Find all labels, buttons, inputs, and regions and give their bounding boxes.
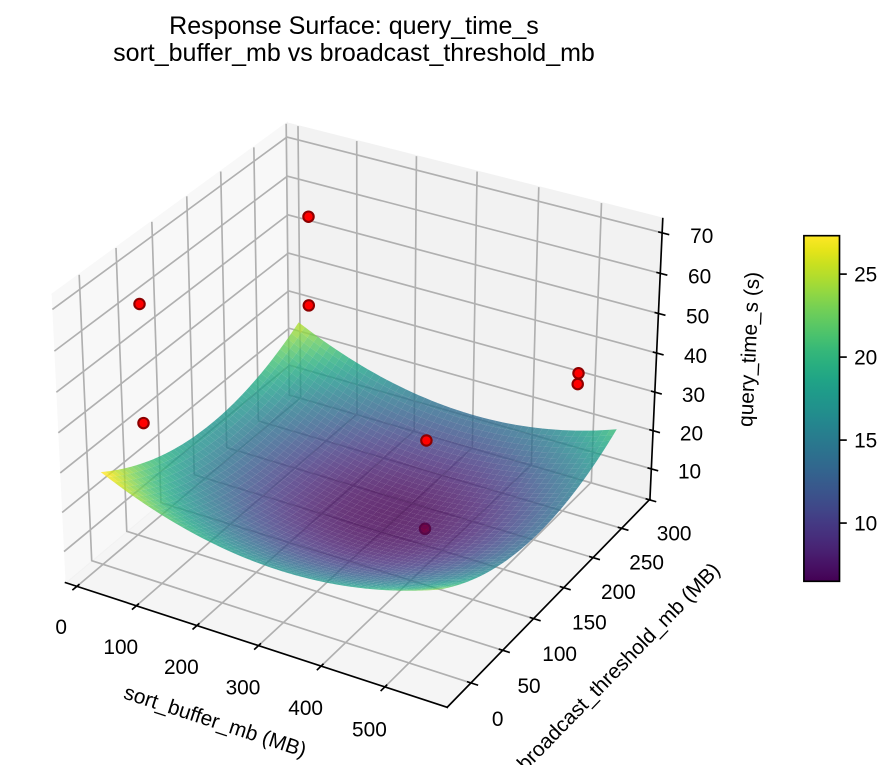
svg-text:150: 150 <box>572 612 607 635</box>
svg-text:400: 400 <box>288 697 323 720</box>
svg-text:Response Surface: query_time_s: Response Surface: query_time_s <box>169 12 539 40</box>
svg-text:60: 60 <box>688 265 711 288</box>
svg-text:20: 20 <box>680 423 703 446</box>
svg-text:0: 0 <box>55 616 67 639</box>
svg-text:200: 200 <box>164 656 199 679</box>
svg-text:300: 300 <box>657 523 692 546</box>
svg-text:70: 70 <box>690 225 713 248</box>
svg-text:50: 50 <box>686 305 709 328</box>
svg-text:300: 300 <box>226 676 261 699</box>
svg-text:15: 15 <box>854 430 877 453</box>
svg-text:500: 500 <box>352 718 387 741</box>
svg-text:100: 100 <box>103 636 138 659</box>
svg-text:20: 20 <box>854 347 877 370</box>
svg-text:10: 10 <box>854 513 877 536</box>
svg-text:sort_buffer_mb vs broadcast_th: sort_buffer_mb vs broadcast_threshold_mb <box>113 39 595 67</box>
svg-text:100: 100 <box>542 643 577 666</box>
svg-text:0: 0 <box>492 708 504 731</box>
svg-text:200: 200 <box>601 581 636 604</box>
svg-text:250: 250 <box>629 551 664 574</box>
svg-text:40: 40 <box>684 345 707 368</box>
svg-text:30: 30 <box>682 384 705 407</box>
svg-text:10: 10 <box>678 461 701 484</box>
svg-text:50: 50 <box>517 675 540 698</box>
svg-text:25: 25 <box>854 264 877 287</box>
